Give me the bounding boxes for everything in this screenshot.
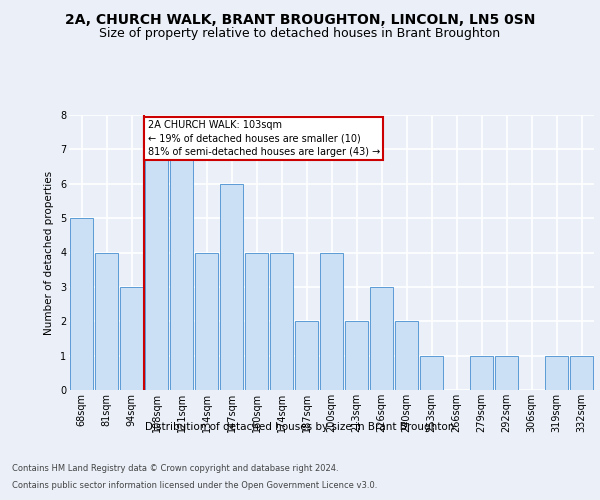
- Bar: [245, 252, 268, 390]
- Bar: [395, 322, 418, 390]
- Bar: [220, 184, 244, 390]
- Bar: [470, 356, 493, 390]
- Bar: [344, 322, 368, 390]
- Text: Contains public sector information licensed under the Open Government Licence v3: Contains public sector information licen…: [12, 481, 377, 490]
- Bar: [170, 150, 193, 390]
- Bar: [295, 322, 319, 390]
- Bar: [569, 356, 593, 390]
- Bar: [95, 252, 118, 390]
- Bar: [494, 356, 518, 390]
- Bar: [370, 287, 394, 390]
- Bar: [545, 356, 568, 390]
- Text: Contains HM Land Registry data © Crown copyright and database right 2024.: Contains HM Land Registry data © Crown c…: [12, 464, 338, 473]
- Text: Distribution of detached houses by size in Brant Broughton: Distribution of detached houses by size …: [145, 422, 455, 432]
- Bar: [320, 252, 343, 390]
- Bar: [269, 252, 293, 390]
- Bar: [145, 150, 169, 390]
- Bar: [194, 252, 218, 390]
- Y-axis label: Number of detached properties: Number of detached properties: [44, 170, 55, 334]
- Bar: [419, 356, 443, 390]
- Bar: [119, 287, 143, 390]
- Bar: [70, 218, 94, 390]
- Text: 2A CHURCH WALK: 103sqm
← 19% of detached houses are smaller (10)
81% of semi-det: 2A CHURCH WALK: 103sqm ← 19% of detached…: [148, 120, 380, 156]
- Text: 2A, CHURCH WALK, BRANT BROUGHTON, LINCOLN, LN5 0SN: 2A, CHURCH WALK, BRANT BROUGHTON, LINCOL…: [65, 12, 535, 26]
- Text: Size of property relative to detached houses in Brant Broughton: Size of property relative to detached ho…: [100, 28, 500, 40]
